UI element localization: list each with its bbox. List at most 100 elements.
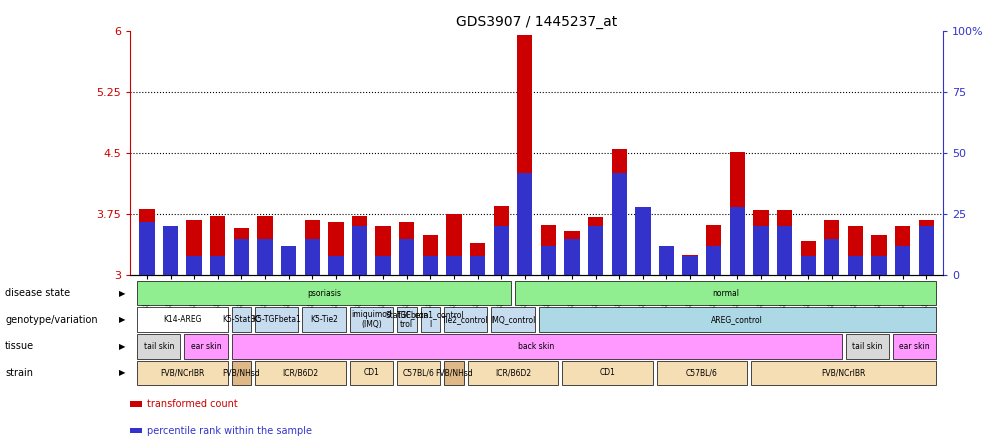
Bar (894, 246, 910, 275)
Bar (753, 210, 768, 275)
Bar (728, 151, 744, 275)
Bar (634, 218, 650, 275)
Bar (918, 220, 933, 275)
Text: ear skin: ear skin (898, 342, 929, 351)
Bar (587, 226, 603, 275)
Bar (800, 241, 815, 275)
Bar (422, 234, 438, 275)
Text: FVB/NHsd: FVB/NHsd (222, 369, 260, 377)
Bar (422, 256, 438, 275)
Bar (540, 225, 555, 275)
Bar (753, 226, 768, 275)
Text: FVB/NCrIBR: FVB/NCrIBR (160, 369, 204, 377)
Bar (233, 228, 248, 275)
Text: disease state: disease state (5, 288, 70, 298)
Bar (281, 246, 296, 275)
Bar (517, 35, 532, 275)
Bar (847, 226, 863, 275)
Text: ▶: ▶ (119, 289, 125, 297)
Bar (847, 256, 863, 275)
Bar (587, 217, 603, 275)
Bar (871, 234, 886, 275)
Bar (328, 256, 344, 275)
Bar (611, 149, 626, 275)
Text: imiquimod
(IMQ): imiquimod (IMQ) (351, 310, 391, 329)
Text: AREG_control: AREG_control (710, 315, 763, 324)
Text: normal: normal (711, 289, 738, 297)
Text: tail skin: tail skin (852, 342, 882, 351)
Bar (777, 226, 792, 275)
Text: K5-Stat3C: K5-Stat3C (221, 315, 261, 324)
Text: K5-Tie2: K5-Tie2 (310, 315, 338, 324)
Text: strain: strain (5, 368, 33, 378)
Bar (186, 220, 201, 275)
Bar (634, 207, 650, 275)
Bar (824, 220, 839, 275)
Text: genotype/variation: genotype/variation (5, 315, 97, 325)
Text: ▶: ▶ (119, 369, 125, 377)
Bar (446, 214, 461, 275)
Bar (469, 256, 485, 275)
Bar (705, 246, 720, 275)
Bar (162, 230, 178, 275)
Bar (399, 239, 414, 275)
Text: psoriasis: psoriasis (307, 289, 341, 297)
Text: percentile rank within the sample: percentile rank within the sample (147, 426, 313, 436)
Text: ear skin: ear skin (190, 342, 221, 351)
Text: transformed count: transformed count (147, 399, 237, 409)
Bar (918, 226, 933, 275)
Bar (375, 256, 391, 275)
Bar (681, 256, 697, 275)
Bar (328, 222, 344, 275)
Bar (777, 210, 792, 275)
Bar (540, 246, 555, 275)
Bar (493, 226, 508, 275)
Bar (800, 256, 815, 275)
Bar (399, 222, 414, 275)
Bar (258, 239, 273, 275)
Text: ICR/B6D2: ICR/B6D2 (283, 369, 319, 377)
Bar (824, 239, 839, 275)
Text: K5-TGFbeta1: K5-TGFbeta1 (253, 315, 301, 324)
Bar (305, 239, 320, 275)
Text: CD1: CD1 (363, 369, 379, 377)
Text: ▶: ▶ (119, 315, 125, 324)
Bar (611, 173, 626, 275)
Bar (493, 206, 508, 275)
Bar (894, 226, 910, 275)
Text: K14-AREG: K14-AREG (163, 315, 201, 324)
Bar (681, 255, 697, 275)
Bar (446, 256, 461, 275)
Title: GDS3907 / 1445237_at: GDS3907 / 1445237_at (456, 15, 616, 29)
Bar (281, 251, 296, 275)
Text: C57BL/6: C57BL/6 (402, 369, 434, 377)
Bar (305, 220, 320, 275)
Bar (728, 207, 744, 275)
Bar (258, 216, 273, 275)
Text: Tie2_control: Tie2_control (442, 315, 489, 324)
Text: FVB/NHsd: FVB/NHsd (435, 369, 472, 377)
Bar (517, 173, 532, 275)
Bar (658, 259, 673, 275)
Text: Stat3C_con
trol: Stat3C_con trol (385, 310, 428, 329)
Text: IMQ_control: IMQ_control (490, 315, 535, 324)
Bar (139, 222, 154, 275)
Bar (162, 226, 178, 275)
Bar (469, 243, 485, 275)
Bar (209, 216, 225, 275)
Bar (705, 225, 720, 275)
Text: FVB/NCrIBR: FVB/NCrIBR (821, 369, 865, 377)
Bar (564, 230, 579, 275)
Bar (209, 256, 225, 275)
Bar (233, 239, 248, 275)
Bar (352, 216, 367, 275)
Text: CD1: CD1 (599, 369, 615, 377)
Bar (871, 256, 886, 275)
Text: tissue: tissue (5, 341, 34, 351)
Bar (139, 209, 154, 275)
Text: ICR/B6D2: ICR/B6D2 (494, 369, 530, 377)
Bar (375, 226, 391, 275)
Bar (186, 256, 201, 275)
Text: TGFbeta1_control
l: TGFbeta1_control l (396, 310, 464, 329)
Text: tail skin: tail skin (143, 342, 173, 351)
